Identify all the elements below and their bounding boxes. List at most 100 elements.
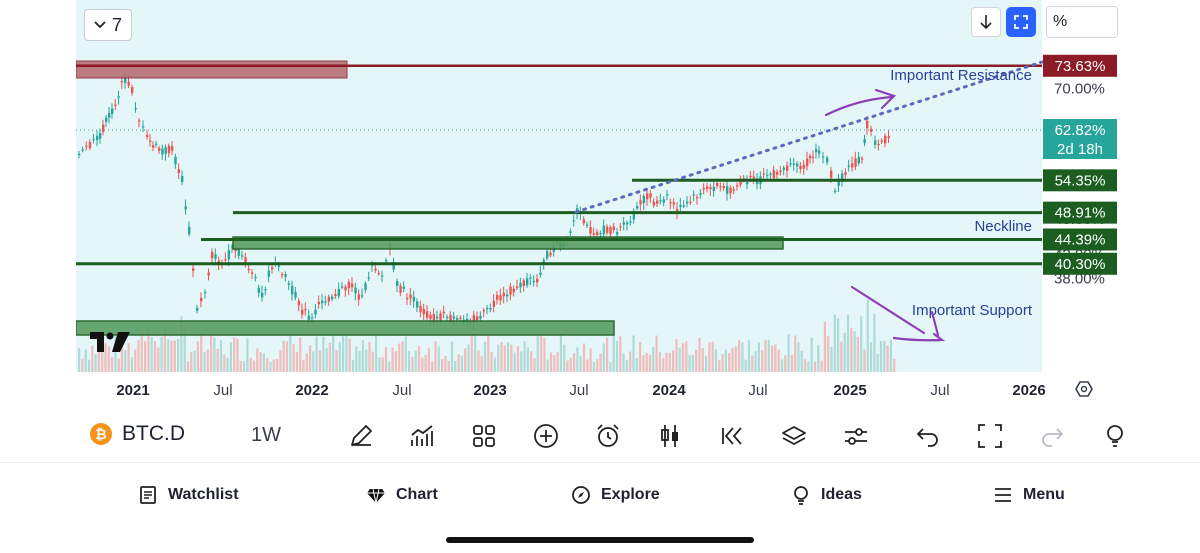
candle-body (818, 150, 821, 154)
candle-body (646, 193, 649, 200)
time-axis-tick: 2023 (473, 382, 506, 399)
volume-bar (622, 353, 625, 372)
candle-body (416, 301, 419, 308)
price-tag (1043, 228, 1117, 251)
nav-watchlist[interactable]: Watchlist (138, 485, 239, 505)
volume-bar (183, 328, 186, 372)
volume-bar (457, 354, 460, 372)
countdown-label: 2d 18h (1057, 141, 1103, 158)
candle-body (402, 286, 406, 289)
volume-bar (592, 361, 595, 372)
settings-button[interactable] (840, 420, 872, 452)
candle-body (476, 316, 479, 321)
price-scale-mode-button[interactable]: % (1046, 6, 1118, 38)
replay-button[interactable] (716, 420, 748, 452)
candle-body (204, 291, 207, 294)
candle-type-button[interactable] (654, 420, 686, 452)
candle-body (396, 281, 399, 286)
drawing-tool-button[interactable] (345, 420, 377, 452)
candle-body (131, 87, 134, 93)
volume-bar (751, 355, 754, 372)
candle-body (304, 309, 307, 311)
candle-body (96, 135, 99, 141)
candle-body (709, 187, 712, 190)
templates-button[interactable] (468, 420, 500, 452)
volume-bar (120, 335, 124, 372)
chart-panel[interactable]: Important Resistance Neckline Important Su… (76, 0, 1124, 410)
volume-bar (678, 347, 681, 372)
candle-body (796, 163, 799, 167)
candle-body (746, 182, 749, 185)
nav-chart[interactable]: Chart (366, 485, 438, 505)
candle-body (271, 267, 274, 270)
candle-body (692, 194, 696, 196)
candle-body (602, 225, 606, 235)
symbol-selector[interactable]: ₿ BTC.D (90, 422, 185, 446)
candle-body (347, 282, 351, 289)
nav-menu[interactable]: Menu (993, 485, 1065, 505)
time-axis-tick: Jul (569, 382, 588, 399)
auto-scale-button[interactable] (1006, 7, 1036, 37)
templates-grid-icon (473, 425, 495, 447)
candle-body (799, 165, 802, 169)
volume-bar (269, 361, 272, 372)
candle-body (887, 136, 890, 139)
alert-button[interactable] (592, 420, 624, 452)
volume-bar (170, 340, 173, 372)
candle-body (422, 309, 426, 315)
nav-explore-label: Explore (601, 486, 660, 503)
volume-bar (813, 361, 817, 372)
volume-bar (747, 339, 751, 372)
volume-bar (91, 345, 94, 372)
candle-body (174, 156, 177, 165)
volume-bar (147, 327, 150, 372)
volume-bar (398, 343, 401, 372)
volume-bar (114, 335, 117, 372)
volume-bar (549, 352, 553, 372)
fullscreen-button[interactable] (974, 420, 1006, 452)
volume-bar (556, 352, 559, 372)
volume-bar (355, 346, 358, 372)
timeframe-selector[interactable]: 1W (251, 424, 281, 446)
bitcoin-icon: ₿ (90, 423, 112, 445)
undo-button[interactable] (912, 420, 944, 452)
candle-body (489, 307, 492, 310)
volume-bar (863, 349, 866, 372)
indicators-button[interactable] (406, 420, 438, 452)
volume-bar (807, 361, 810, 372)
candle-body (851, 163, 854, 168)
nav-ideas[interactable]: Ideas (791, 485, 862, 505)
candle-body (152, 145, 155, 148)
volume-bar (441, 359, 444, 372)
volume-bar (127, 343, 130, 372)
replay-icon (722, 427, 742, 445)
scroll-to-latest-button[interactable] (971, 7, 1001, 37)
volume-bar (629, 351, 632, 372)
more-tools-button[interactable] (1106, 420, 1124, 452)
price-chart[interactable]: Important Resistance Neckline Important Su… (76, 0, 1124, 410)
redo-button[interactable] (1036, 420, 1068, 452)
candle-body (88, 142, 92, 148)
candle-body (409, 294, 412, 299)
volume-bar (239, 360, 242, 372)
volume-bar (866, 299, 869, 372)
volume-bar (675, 339, 678, 372)
candle-body (739, 179, 742, 185)
nav-explore[interactable]: Explore (571, 485, 660, 505)
interval-selector[interactable]: 7 (84, 9, 132, 41)
layers-button[interactable] (778, 420, 810, 452)
volume-bar (160, 336, 163, 372)
candle-body (866, 120, 869, 129)
candle-body (138, 120, 141, 122)
symbol-name: BTC.D (122, 422, 185, 445)
candle-body (766, 174, 769, 177)
add-button[interactable] (530, 420, 562, 452)
volume-bar (94, 354, 97, 372)
volume-bar (691, 354, 694, 372)
volume-bar (493, 357, 496, 372)
candle-body (642, 195, 646, 204)
candle-body (884, 135, 887, 144)
candle-body (452, 316, 456, 319)
volume-bar (705, 355, 708, 372)
volume-bar (642, 355, 645, 372)
